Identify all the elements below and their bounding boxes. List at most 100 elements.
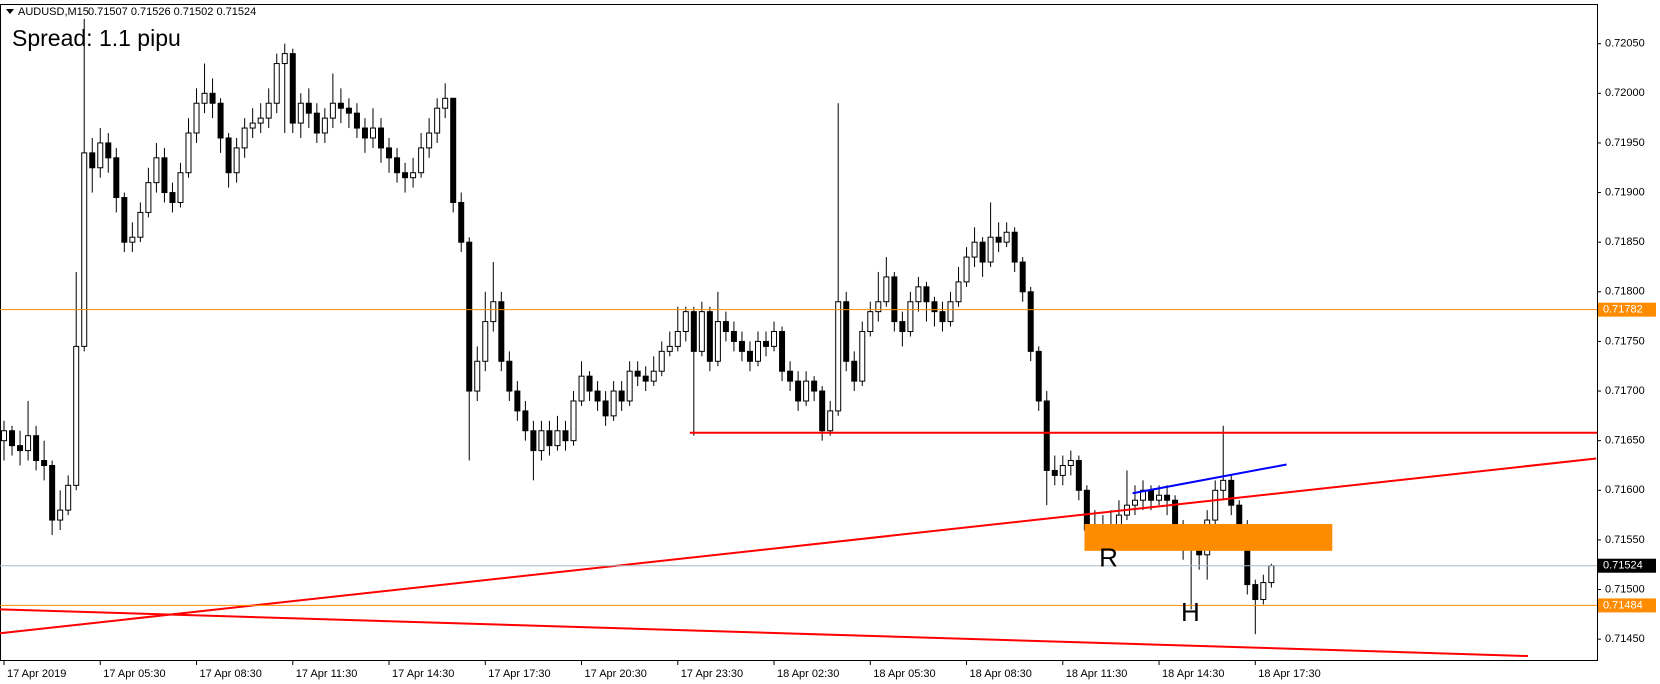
candle-body: [626, 370, 633, 402]
y-tick-label: 0.71850: [1605, 236, 1645, 248]
candle-body: [1, 430, 8, 442]
candle-body: [41, 460, 48, 466]
candle-body: [578, 375, 585, 402]
candle-body: [89, 152, 96, 169]
candle-body: [1260, 582, 1267, 600]
candle-body: [987, 236, 994, 263]
candle-body: [1236, 504, 1243, 526]
candle-body: [915, 286, 922, 303]
candle-body: [642, 375, 649, 382]
candle-body: [795, 380, 802, 402]
candle-body: [1035, 350, 1042, 402]
candle-body: [169, 192, 176, 203]
candle-body: [145, 182, 152, 213]
candle-body: [947, 301, 954, 323]
x-tick-label: 18 Apr 11:30: [1066, 668, 1128, 680]
price-label: 0.71484: [1603, 599, 1643, 611]
candle-body: [1115, 514, 1122, 526]
candle-body: [1059, 464, 1066, 476]
candle-body: [65, 484, 72, 511]
candle-body: [746, 350, 753, 362]
x-tick-label: 17 Apr 2019: [7, 668, 66, 680]
candle-body: [113, 157, 120, 199]
candle-body: [562, 430, 569, 442]
spread-annotation: Spread: 1.1 pipu: [12, 25, 181, 51]
candle-body: [546, 430, 553, 447]
candle-body: [730, 331, 737, 342]
candle-body: [754, 340, 761, 362]
candle-body: [209, 92, 216, 104]
candle-body: [618, 390, 625, 402]
candle-body: [490, 301, 497, 323]
candle-body: [907, 301, 914, 333]
candle-body: [33, 435, 40, 462]
candle-body: [426, 132, 433, 149]
candle-body: [610, 390, 617, 417]
candle-body: [369, 127, 376, 139]
candle-body: [771, 331, 778, 347]
y-tick-label: 0.72050: [1605, 38, 1645, 50]
candle-body: [1043, 400, 1050, 471]
y-tick-label: 0.71650: [1605, 435, 1645, 447]
candle-body: [803, 380, 810, 402]
candle-body: [706, 311, 713, 362]
candle-body: [538, 430, 545, 452]
x-tick-label: 17 Apr 08:30: [200, 668, 262, 680]
candle-body: [17, 445, 24, 452]
x-tick-label: 17 Apr 11:30: [296, 668, 358, 680]
candle-body: [217, 102, 224, 139]
candle-body: [337, 102, 344, 109]
candle-body: [498, 301, 505, 362]
candle-body: [827, 410, 834, 432]
candle-body: [361, 127, 368, 139]
candle-body: [995, 236, 1002, 243]
candle-body: [1011, 231, 1018, 263]
candle-body: [835, 301, 842, 412]
candle-body: [121, 197, 128, 243]
candle-body: [859, 331, 866, 382]
candle-body: [658, 350, 665, 372]
candle-body: [129, 236, 136, 243]
candle-body: [177, 172, 184, 203]
candle-body: [305, 102, 312, 114]
candle-body: [650, 370, 657, 382]
candle-body: [1148, 489, 1155, 501]
candle-body: [378, 127, 385, 149]
pattern-label: R: [1099, 543, 1118, 573]
candle-body: [137, 211, 144, 238]
candle-body: [1220, 479, 1227, 491]
candle-body: [185, 132, 192, 174]
candle-body: [1268, 565, 1275, 584]
candle-body: [602, 400, 609, 417]
y-tick-label: 0.71450: [1605, 633, 1645, 645]
candle-body: [329, 102, 336, 119]
candle-body: [698, 311, 705, 352]
candle-body: [594, 390, 601, 402]
candle-body: [666, 345, 673, 352]
candle-body: [466, 241, 473, 392]
trend-line: [0, 457, 1597, 635]
x-tick-label: 17 Apr 14:30: [392, 668, 454, 680]
candle-body: [883, 276, 890, 303]
candle-body: [522, 410, 529, 432]
x-tick-label: 18 Apr 02:30: [777, 668, 839, 680]
candle-body: [955, 281, 962, 303]
candle-body: [73, 345, 80, 486]
candle-body: [787, 370, 794, 382]
candle-body: [899, 321, 906, 333]
candle-body: [313, 112, 320, 134]
candle-body: [819, 390, 826, 432]
x-tick-label: 17 Apr 05:30: [103, 668, 165, 680]
candle-body: [49, 464, 56, 521]
candle-body: [273, 63, 280, 104]
candle-body: [474, 360, 481, 392]
candle-body: [891, 276, 898, 323]
x-tick-label: 17 Apr 23:30: [681, 668, 743, 680]
candle-body: [1051, 469, 1058, 476]
candle-body: [763, 340, 770, 347]
trend-line: [1132, 463, 1287, 495]
candle-body: [1164, 494, 1171, 501]
candle-body: [682, 311, 689, 333]
candle-body: [570, 400, 577, 442]
